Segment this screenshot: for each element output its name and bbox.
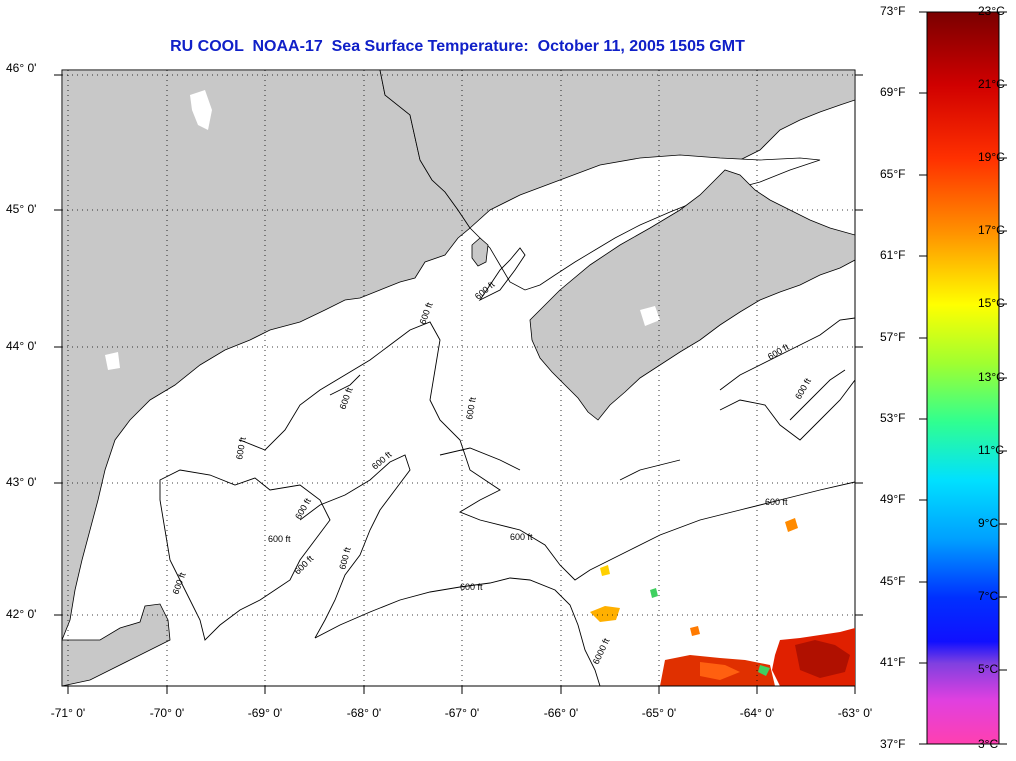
colorbar-c-label: 19°C: [978, 150, 1005, 164]
colorbar-f-label: 73°F: [880, 4, 906, 18]
contour-label: 600 ft: [234, 436, 248, 460]
contour-label: 600 ft: [765, 497, 788, 507]
colorbar-c-label: 17°C: [978, 223, 1005, 237]
colorbar-f-label: 49°F: [880, 492, 906, 506]
colorbar-f-label: 69°F: [880, 85, 906, 99]
land-cape-cod: [62, 603, 171, 686]
colorbar-f-label: 45°F: [880, 574, 906, 588]
lon-label: -70° 0': [149, 706, 185, 720]
colorbar-c-label: 21°C: [978, 77, 1005, 91]
contour-label: 600 ft: [464, 396, 478, 420]
colorbar-c-label: 23°C: [978, 4, 1005, 18]
colorbar-c-label: 11°C: [978, 443, 1004, 457]
lon-label: -63° 0': [837, 706, 873, 720]
colorbar-c-label: 5°C: [978, 662, 999, 676]
lat-label: 46° 0': [6, 61, 37, 75]
sst-patches: [590, 518, 855, 686]
colorbar: [926, 11, 1000, 745]
lat-label: 43° 0': [6, 475, 37, 489]
colorbar-f-label: 37°F: [880, 737, 906, 751]
lon-label: -66° 0': [543, 706, 579, 720]
lon-label: -69° 0': [247, 706, 283, 720]
contour-label: 600 ft: [268, 534, 291, 544]
lon-label: -71° 0': [50, 706, 86, 720]
colorbar-c-label: 15°C: [978, 296, 1005, 310]
colorbar-f-label: 41°F: [880, 655, 906, 669]
land-nova-scotia: [529, 169, 855, 421]
lon-label: -64° 0': [739, 706, 775, 720]
lon-label: -67° 0': [444, 706, 480, 720]
colorbar-f-label: 53°F: [880, 411, 906, 425]
lat-label: 42° 0': [6, 607, 37, 621]
lat-label: 44° 0': [6, 339, 37, 353]
colorbar-f-label: 65°F: [880, 167, 906, 181]
colorbar-f-label: 61°F: [880, 248, 906, 262]
contour-label: 600 ft: [510, 532, 533, 542]
colorbar-c-label: 7°C: [978, 589, 999, 603]
lon-label: -65° 0': [641, 706, 677, 720]
colorbar-f-label: 57°F: [880, 330, 906, 344]
colorbar-c-label: 3°C: [978, 737, 999, 751]
colorbar-c-label: 9°C: [978, 516, 999, 530]
map-title: RU COOL NOAA-17 Sea Surface Temperature:…: [170, 38, 745, 55]
lon-label: -68° 0': [346, 706, 382, 720]
land-grand-manan: [471, 237, 489, 267]
colorbar-c-label: 13°C: [978, 370, 1005, 384]
depth-contours: [159, 247, 855, 686]
contour-label: 600 ft: [460, 582, 483, 592]
lat-label: 45° 0': [6, 202, 37, 216]
